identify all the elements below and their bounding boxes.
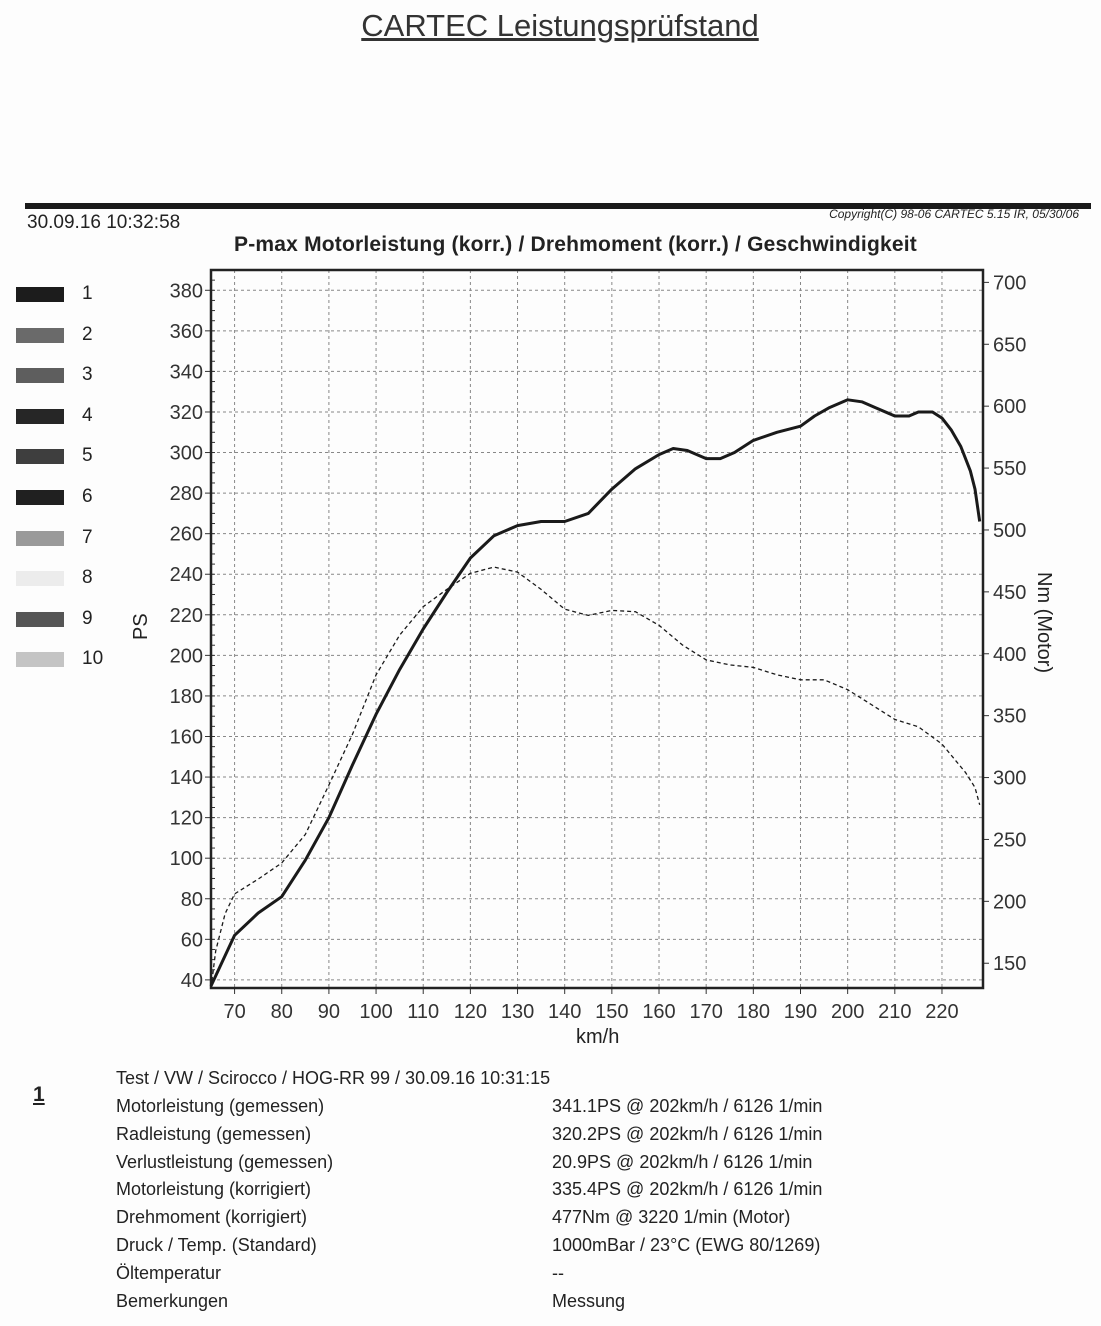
legend-label: 3	[82, 364, 93, 386]
y-tick-label: 80	[181, 889, 203, 911]
result-label: Bemerkungen	[116, 1290, 229, 1311]
x-tick-label: 200	[831, 1001, 864, 1023]
report-title: CARTEC Leistungsprüfstand	[361, 8, 759, 43]
y2-tick-label: 650	[993, 334, 1026, 356]
torque-curve	[210, 566, 981, 989]
y-tick-label: 160	[170, 726, 203, 748]
result-value: --	[552, 1262, 564, 1283]
legend-label: 10	[82, 648, 104, 670]
run-header: Test / VW / Scirocco / HOG-RR 99 / 30.09…	[116, 1068, 551, 1088]
y-tick-label: 240	[170, 564, 203, 586]
x-axis-label: km/h	[576, 1026, 620, 1048]
y-tick-label: 300	[170, 443, 203, 465]
result-value: 335.4PS @ 202km/h / 6126 1/min	[552, 1179, 823, 1200]
y2-tick-label: 150	[993, 953, 1026, 975]
power-curve	[209, 398, 982, 987]
x-tick-label: 130	[501, 1001, 534, 1023]
y-tick-label: 380	[170, 280, 203, 302]
x-tick-label: 80	[271, 1001, 293, 1023]
y2-tick-label: 550	[993, 458, 1026, 480]
y-tick-label: 200	[170, 645, 203, 667]
result-label: Motorleistung (gemessen)	[116, 1096, 325, 1116]
legend-label: 9	[82, 607, 93, 629]
result-label: Öltemperatur	[116, 1262, 222, 1283]
x-tick-label: 180	[737, 1001, 770, 1023]
result-value: 20.9PS @ 202km/h / 6126 1/min	[552, 1151, 813, 1172]
x-tick-label: 210	[878, 1001, 911, 1023]
y2-tick-label: 600	[993, 396, 1026, 418]
legend-swatch	[16, 287, 64, 302]
legend-swatch	[16, 408, 64, 424]
result-value: 1000mBar / 23°C (EWG 80/1269)	[552, 1235, 821, 1255]
legend-swatch	[16, 449, 64, 465]
copyright-note: Copyright(C) 98-06 CARTEC 5.15 IR, 05/30…	[829, 207, 1079, 221]
result-value: 341.1PS @ 202km/h / 6126 1/min	[552, 1096, 823, 1116]
y-tick-label: 120	[170, 808, 203, 830]
x-tick-label: 150	[595, 1001, 628, 1023]
chart-title: P-max Motorleistung (korr.) / Drehmoment…	[234, 233, 917, 256]
result-label: Druck / Temp. (Standard)	[116, 1235, 317, 1255]
print-timestamp: 30.09.16 10:32:58	[27, 212, 181, 233]
legend-label: 5	[82, 445, 93, 467]
legend-label: 8	[82, 567, 93, 589]
legend-swatch	[16, 368, 64, 384]
x-tick-label: 120	[454, 1001, 487, 1023]
plot-frame	[209, 268, 985, 990]
x-tick-label: 160	[642, 1001, 675, 1023]
x-tick-label: 70	[223, 1001, 245, 1023]
result-value: Messung	[552, 1290, 626, 1311]
y-tick-label: 40	[181, 970, 203, 992]
y-tick-label: 140	[170, 767, 203, 789]
y2-tick-label: 700	[993, 272, 1026, 294]
result-label: Motorleistung (korrigiert)	[116, 1179, 312, 1200]
y-tick-label: 320	[170, 402, 203, 424]
y2-tick-label: 300	[993, 768, 1026, 790]
x-tick-label: 100	[359, 1001, 392, 1023]
y2-tick-label: 450	[993, 582, 1026, 604]
result-value: 320.2PS @ 202km/h / 6126 1/min	[552, 1123, 823, 1144]
x-tick-label: 220	[925, 1001, 958, 1023]
legend-label: 6	[82, 486, 93, 507]
run-number: 1	[33, 1083, 45, 1106]
legend-swatch	[16, 652, 64, 668]
legend-label: 1	[82, 283, 93, 304]
x-tick-label: 90	[318, 1001, 340, 1023]
legend-swatch	[16, 490, 64, 505]
y2-tick-label: 500	[993, 520, 1026, 542]
legend-label: 4	[82, 404, 93, 426]
legend-label: 7	[82, 526, 93, 548]
legend-swatch	[16, 571, 64, 587]
y-tick-label: 340	[170, 361, 203, 383]
result-value: 477Nm @ 3220 1/min (Motor)	[552, 1207, 791, 1228]
legend-label: 2	[82, 323, 93, 345]
y-tick-label: 100	[170, 848, 203, 870]
x-tick-label: 170	[689, 1001, 722, 1023]
legend-swatch	[16, 611, 64, 627]
y2-tick-label: 400	[993, 644, 1026, 666]
y-tick-label: 220	[170, 605, 203, 627]
y-axis-label: PS	[130, 613, 152, 640]
header-divider	[25, 203, 1091, 209]
y-tick-label: 180	[170, 686, 203, 708]
x-tick-label: 190	[784, 1001, 817, 1023]
y-tick-label: 360	[170, 321, 203, 343]
legend-swatch	[16, 327, 64, 343]
y-tick-label: 280	[170, 483, 203, 505]
y-tick-label: 260	[170, 524, 203, 546]
result-label: Verlustleistung (gemessen)	[116, 1151, 334, 1172]
y2-tick-label: 350	[993, 706, 1026, 728]
y2-tick-label: 250	[993, 829, 1026, 851]
result-label: Drehmoment (korrigiert)	[116, 1207, 308, 1228]
result-label: Radleistung (gemessen)	[116, 1123, 312, 1144]
x-tick-label: 110	[407, 1001, 439, 1023]
y2-axis-label: Nm (Motor)	[1033, 572, 1055, 674]
legend-swatch	[16, 530, 64, 546]
y2-tick-label: 200	[993, 891, 1026, 913]
x-tick-label: 140	[548, 1001, 581, 1023]
y-tick-label: 60	[181, 929, 203, 951]
